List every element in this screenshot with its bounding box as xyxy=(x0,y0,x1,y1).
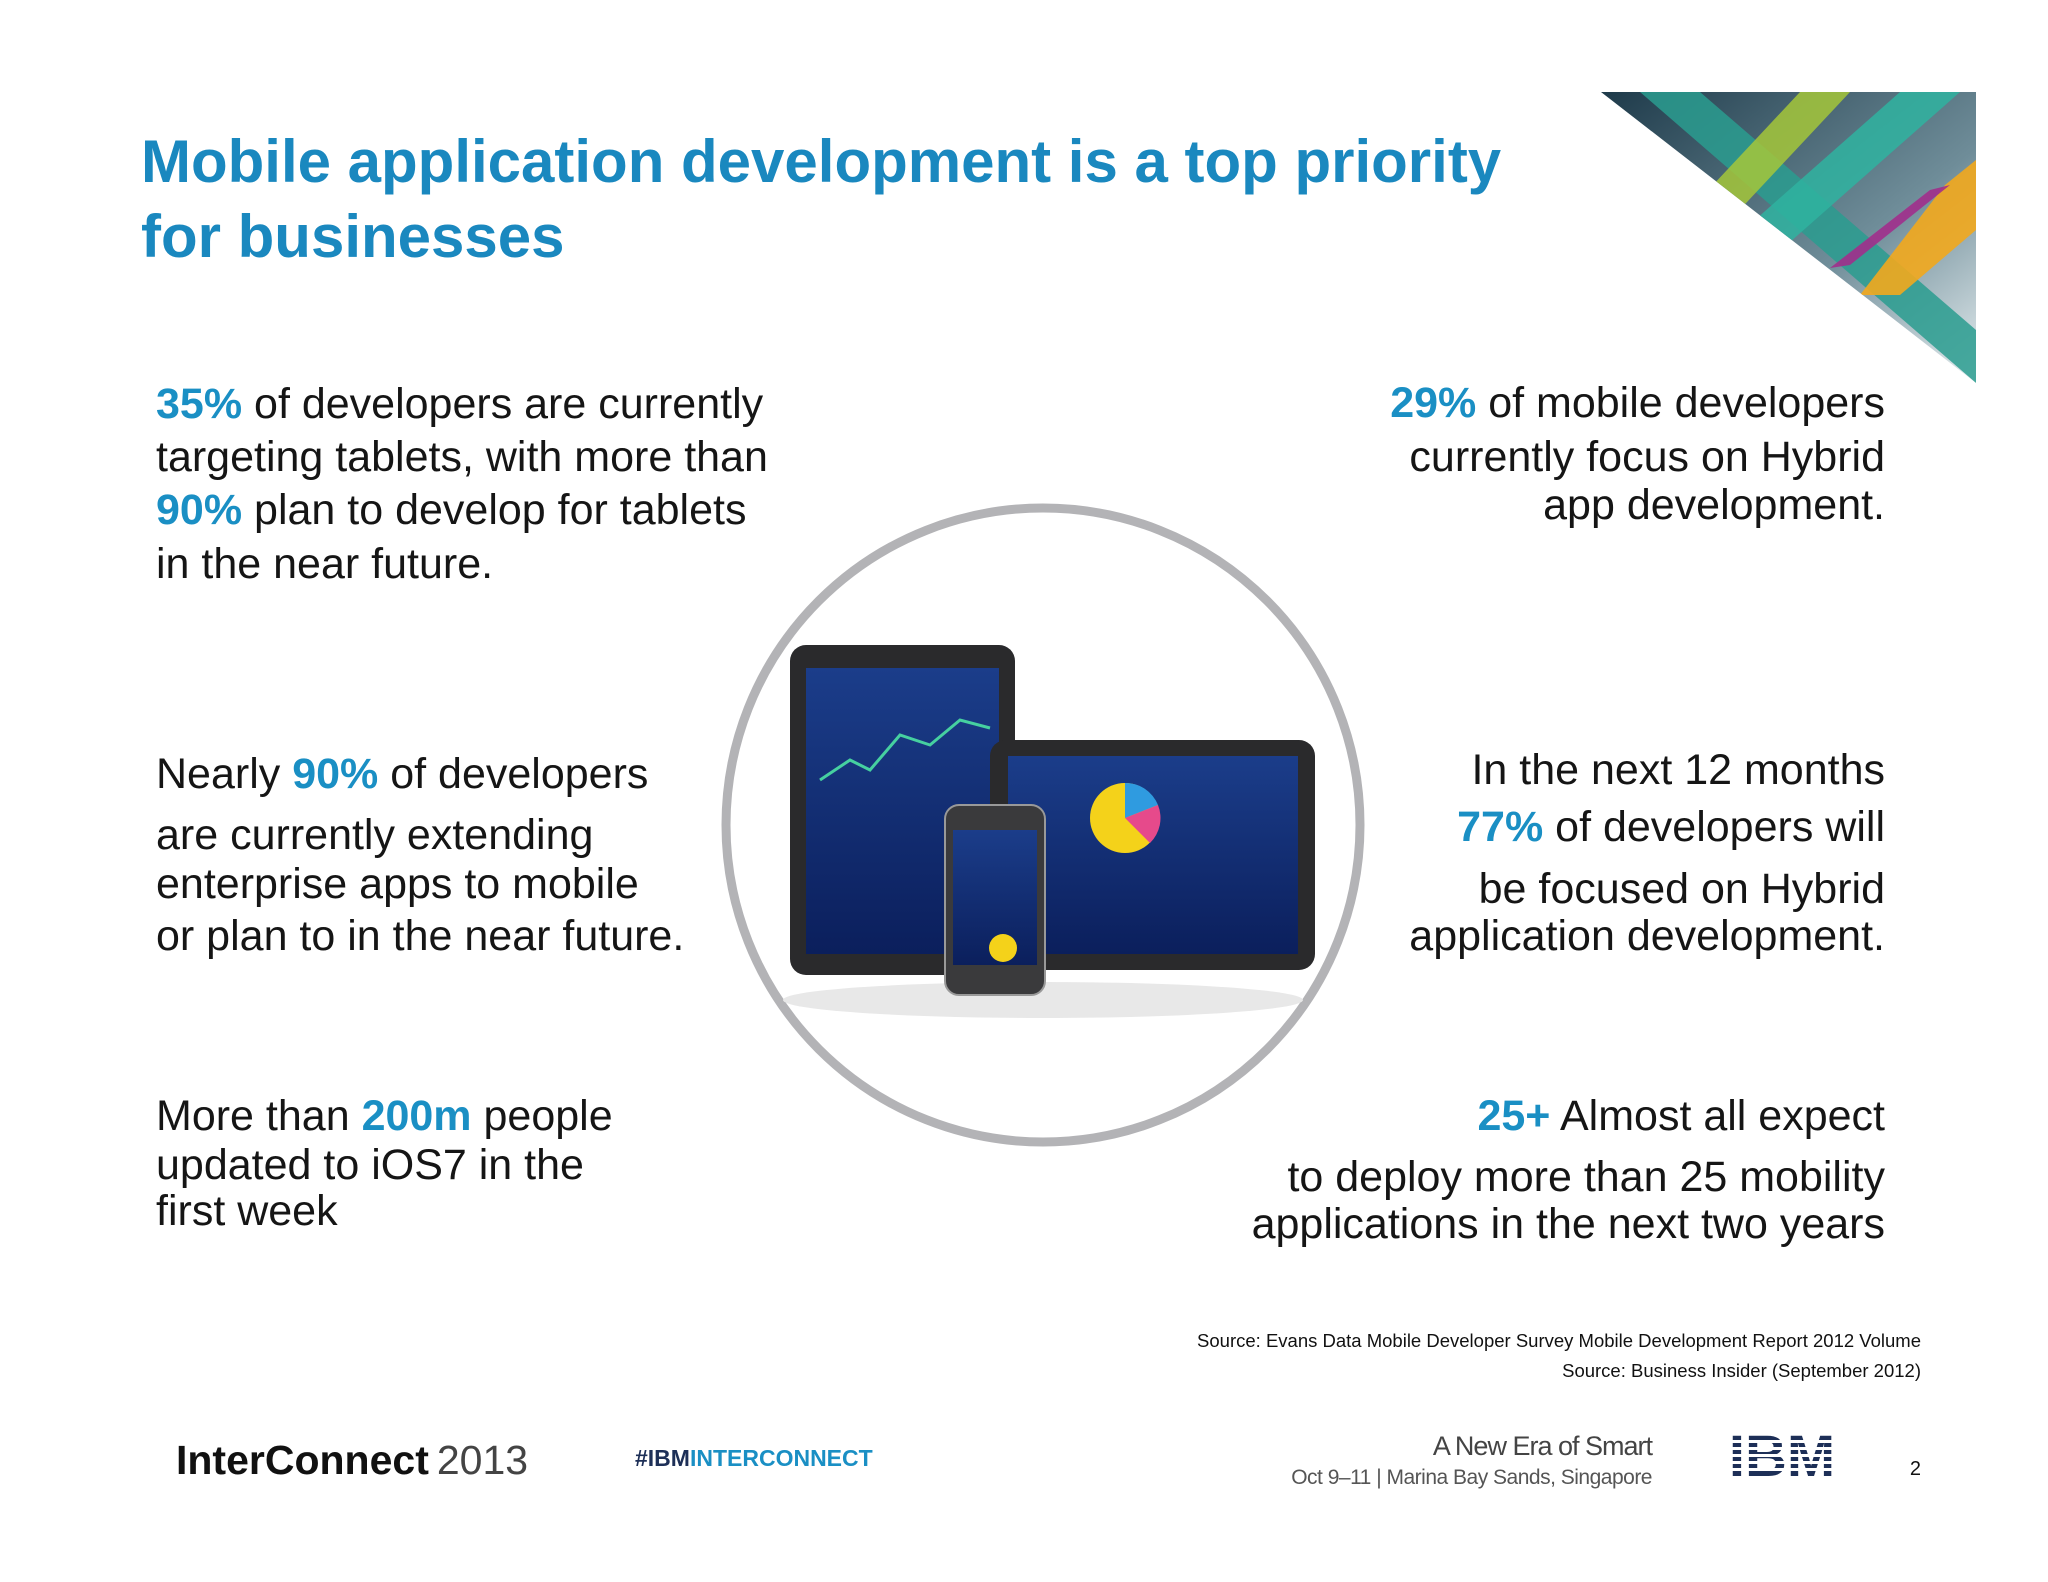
stat-line: 90% plan to develop for tablets xyxy=(156,486,746,534)
device-illustration xyxy=(721,503,1365,1147)
stat-highlight: 90% xyxy=(292,750,378,798)
source: Source: Business Insider (September 2012… xyxy=(1562,1360,1921,1381)
stat-text: enterprise apps to mobile xyxy=(156,860,639,908)
stat-line: application development. xyxy=(1409,912,1885,960)
stat-highlight: 90% xyxy=(156,486,242,534)
stat-line: In the next 12 months xyxy=(1471,746,1885,794)
stat-line: enterprise apps to mobile xyxy=(156,860,639,908)
stat-highlight: 29% xyxy=(1390,379,1476,427)
stat-line: are currently extending xyxy=(156,811,593,859)
stat-line: updated to iOS7 in the xyxy=(156,1141,584,1189)
stat-line: 25+ Almost all expect xyxy=(1477,1092,1885,1140)
corner-decoration xyxy=(1601,92,1976,383)
source: Source: Evans Data Mobile Developer Surv… xyxy=(1197,1330,1921,1351)
stat-line: targeting tablets, with more than xyxy=(156,433,768,481)
stat-text: people xyxy=(472,1092,613,1140)
stat-line: currently focus on Hybrid xyxy=(1409,433,1885,481)
stat-highlight: 35% xyxy=(156,380,242,428)
stat-line: 77% of developers will xyxy=(1457,803,1885,851)
stat-block: In the next 12 months 77% of developers w… xyxy=(1409,746,1885,960)
brand: InterConnect 2013 xyxy=(176,1437,528,1483)
stat-text: of developers will xyxy=(1543,803,1885,851)
stat-text: currently focus on Hybrid xyxy=(1409,433,1885,481)
stat-line: 35% of developers are currently xyxy=(156,380,764,428)
hashtag-prefix: #IBM xyxy=(635,1445,690,1471)
stat-text: In the next 12 months xyxy=(1471,746,1885,794)
stat-text: app development. xyxy=(1543,481,1885,529)
stat-text: of developers xyxy=(378,750,648,798)
stat-text: plan to develop for tablets xyxy=(242,486,746,534)
title-line: Mobile application development is a top … xyxy=(141,128,1502,195)
logo-stripes xyxy=(1725,1440,1840,1471)
stat-text: Almost all expect xyxy=(1550,1092,1885,1140)
stat-highlight: 25+ xyxy=(1477,1092,1550,1140)
stat-line: applications in the next two years xyxy=(1252,1200,1885,1248)
hashtag: #IBMINTERCONNECT xyxy=(635,1445,873,1471)
stat-line: or plan to in the near future. xyxy=(156,912,684,960)
stat-line: first week xyxy=(156,1187,338,1235)
page-number: 2 xyxy=(1910,1458,1921,1480)
stat-line: Nearly 90% of developers xyxy=(156,750,648,798)
stat-line: 29% of mobile developers xyxy=(1390,379,1885,427)
brand-year: 2013 xyxy=(437,1437,528,1483)
stat-text: of developers are currently xyxy=(242,380,764,428)
stat-text: applications in the next two years xyxy=(1252,1200,1885,1248)
stat-text: to deploy more than 25 mobility xyxy=(1287,1153,1885,1201)
stat-line: to deploy more than 25 mobility xyxy=(1287,1153,1885,1201)
stat-block: 25+ Almost all expect to deploy more than… xyxy=(1252,1092,1886,1248)
stat-text: targeting tablets, with more than xyxy=(156,433,768,481)
stat-line: More than 200m people xyxy=(156,1092,613,1140)
stat-highlight: 200m xyxy=(362,1092,472,1140)
stat-text: Nearly xyxy=(156,750,292,798)
tagline: A New Era of Smart xyxy=(1433,1431,1654,1461)
stat-highlight: 77% xyxy=(1457,803,1543,851)
stat-line: app development. xyxy=(1543,481,1885,529)
stat-text: first week xyxy=(156,1187,338,1235)
hashtag-rest: INTERCONNECT xyxy=(690,1445,873,1471)
stat-block: 29% of mobile developers currently focus … xyxy=(1390,379,1885,529)
stat-block: Nearly 90% of developers are currently ex… xyxy=(156,750,684,960)
stat-block: 35% of developers are currently targeting… xyxy=(156,380,768,588)
event: Oct 9–11 | Marina Bay Sands, Singapore xyxy=(1291,1466,1652,1489)
stat-text: updated to iOS7 in the xyxy=(156,1141,584,1189)
stat-text: in the near future. xyxy=(156,540,493,588)
stat-text: of mobile developers xyxy=(1476,379,1885,427)
brand-name: InterConnect xyxy=(176,1437,429,1483)
stat-text: be focused on Hybrid xyxy=(1479,865,1885,913)
ibm-logo: IBM xyxy=(1725,1424,1840,1489)
stat-text: are currently extending xyxy=(156,811,593,859)
stat-line: in the near future. xyxy=(156,540,493,588)
stat-text: More than xyxy=(156,1092,362,1140)
stat-text: application development. xyxy=(1409,912,1885,960)
stat-text: or plan to in the near future. xyxy=(156,912,684,960)
title-line: for businesses xyxy=(141,203,565,270)
stat-line: be focused on Hybrid xyxy=(1479,865,1885,913)
